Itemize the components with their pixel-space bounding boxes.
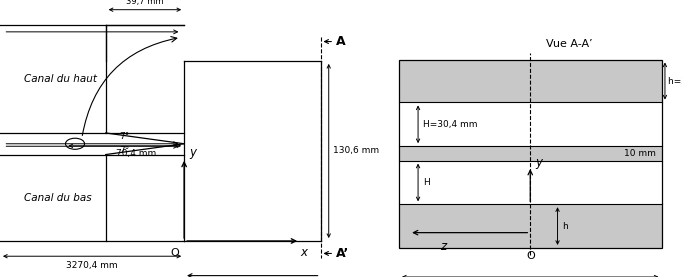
Text: A’: A’ (336, 247, 349, 260)
Bar (399, 146, 662, 161)
Text: O: O (526, 252, 535, 261)
Bar (399, 102, 662, 146)
Text: 7°: 7° (119, 132, 130, 141)
Text: O: O (170, 248, 179, 258)
Text: z: z (441, 240, 446, 253)
Bar (399, 60, 662, 102)
Text: h: h (562, 222, 568, 230)
Bar (399, 60, 662, 248)
Text: H: H (423, 178, 430, 187)
Text: h=29,9 mm: h=29,9 mm (668, 76, 682, 86)
Text: x: x (300, 246, 307, 259)
Text: Vue A-A’: Vue A-A’ (546, 39, 593, 49)
Text: 39,7 mm: 39,7 mm (126, 0, 164, 6)
Text: 70,4 mm: 70,4 mm (116, 149, 157, 158)
Text: 130,6 mm: 130,6 mm (333, 147, 380, 155)
Bar (399, 161, 662, 204)
Text: 3270,4 mm: 3270,4 mm (66, 261, 118, 270)
Text: H=30,4 mm: H=30,4 mm (423, 120, 477, 129)
Text: y: y (535, 156, 542, 169)
Text: 10 mm: 10 mm (624, 149, 656, 158)
Ellipse shape (65, 138, 85, 149)
Text: Canal du haut: Canal du haut (24, 74, 97, 84)
Bar (399, 204, 662, 248)
Text: y: y (189, 146, 196, 159)
Text: 7°: 7° (119, 146, 130, 155)
Text: Canal du bas: Canal du bas (24, 193, 91, 203)
Text: A: A (336, 35, 345, 48)
